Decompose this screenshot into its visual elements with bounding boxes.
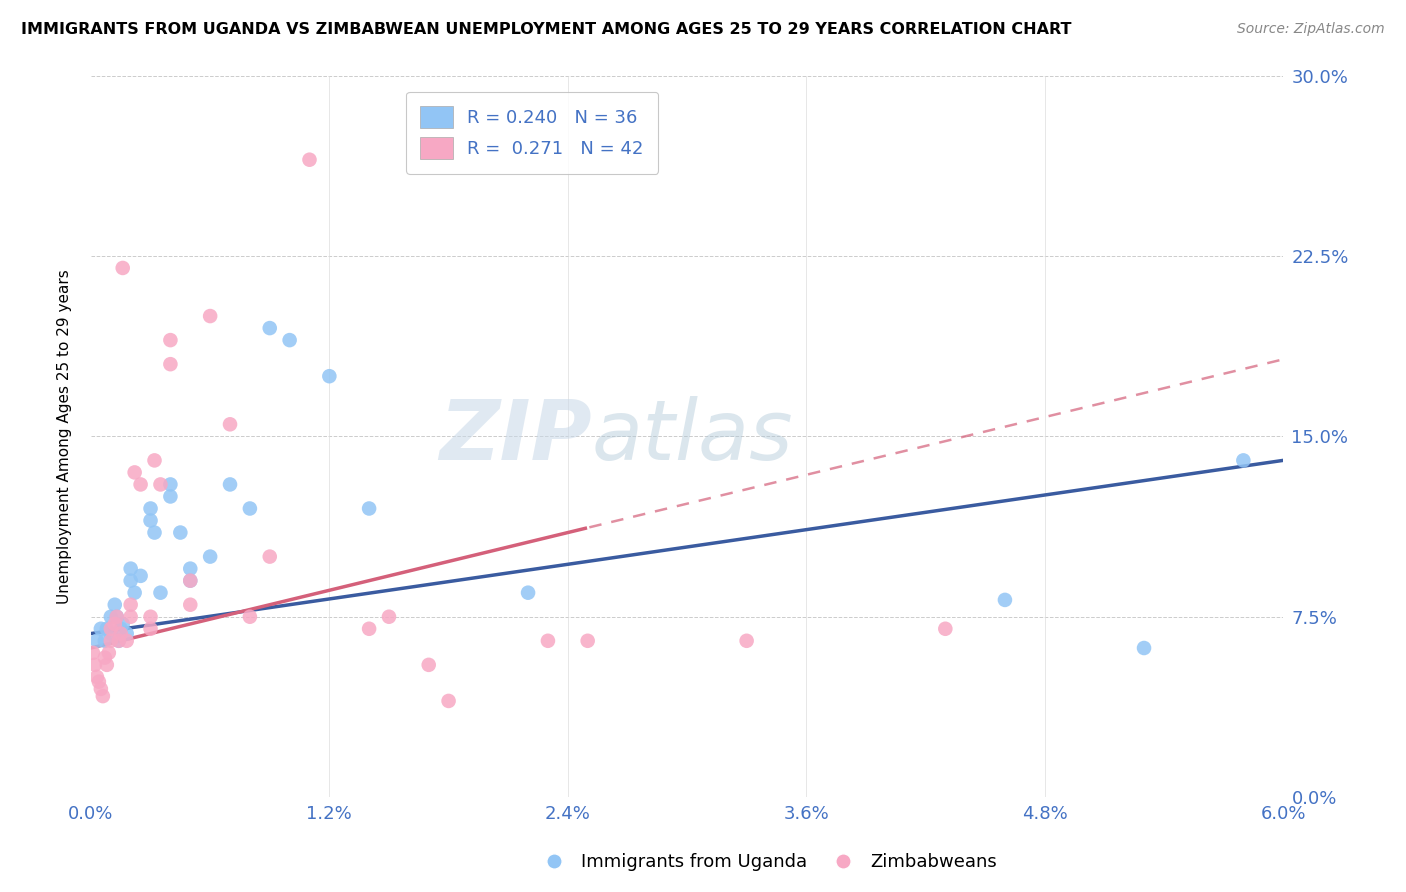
- Point: [90, 622, 112, 636]
- Point: [994, 593, 1017, 607]
- Point: [100, 626, 122, 640]
- Point: [735, 633, 758, 648]
- Point: [139, 609, 162, 624]
- Point: [149, 477, 172, 491]
- Point: [104, 617, 127, 632]
- Point: [198, 549, 221, 564]
- Point: [107, 633, 129, 648]
- Point: [129, 569, 152, 583]
- Point: [219, 477, 242, 491]
- Point: [83, 657, 105, 672]
- Point: [1232, 453, 1254, 467]
- Point: [159, 357, 181, 371]
- Point: [517, 585, 540, 599]
- Point: [378, 609, 401, 624]
- Point: [934, 622, 956, 636]
- Point: [159, 477, 181, 491]
- Point: [104, 598, 127, 612]
- Point: [298, 153, 321, 167]
- Point: [139, 501, 162, 516]
- Point: [111, 617, 134, 632]
- Point: [179, 561, 201, 575]
- Point: [110, 626, 132, 640]
- Point: [259, 549, 281, 564]
- Point: [124, 466, 146, 480]
- Point: [219, 417, 242, 432]
- Point: [124, 585, 146, 599]
- Point: [159, 333, 181, 347]
- Point: [94, 650, 117, 665]
- Point: [278, 333, 301, 347]
- Legend: Immigrants from Uganda, Zimbabweans: Immigrants from Uganda, Zimbabweans: [529, 847, 1004, 879]
- Point: [82, 646, 104, 660]
- Point: [239, 501, 262, 516]
- Point: [537, 633, 560, 648]
- Point: [359, 501, 381, 516]
- Point: [120, 598, 142, 612]
- Point: [107, 633, 129, 648]
- Point: [239, 609, 262, 624]
- Point: [169, 525, 191, 540]
- Point: [100, 609, 122, 624]
- Point: [418, 657, 440, 672]
- Point: [143, 453, 166, 467]
- Point: [96, 657, 118, 672]
- Point: [143, 525, 166, 540]
- Point: [259, 321, 281, 335]
- Point: [96, 622, 118, 636]
- Point: [115, 626, 138, 640]
- Text: ZIP: ZIP: [439, 396, 592, 477]
- Point: [91, 689, 114, 703]
- Point: [576, 633, 599, 648]
- Point: [120, 609, 142, 624]
- Y-axis label: Unemployment Among Ages 25 to 29 years: Unemployment Among Ages 25 to 29 years: [58, 269, 72, 604]
- Point: [139, 514, 162, 528]
- Point: [139, 622, 162, 636]
- Text: Source: ZipAtlas.com: Source: ZipAtlas.com: [1237, 22, 1385, 37]
- Legend: R = 0.240   N = 36, R =  0.271   N = 42: R = 0.240 N = 36, R = 0.271 N = 42: [406, 92, 658, 174]
- Point: [110, 622, 132, 636]
- Point: [318, 369, 340, 384]
- Point: [87, 674, 110, 689]
- Point: [97, 646, 120, 660]
- Point: [105, 609, 128, 624]
- Point: [179, 598, 201, 612]
- Point: [359, 622, 381, 636]
- Point: [86, 633, 108, 648]
- Point: [149, 585, 172, 599]
- Point: [179, 574, 201, 588]
- Point: [120, 574, 142, 588]
- Text: atlas: atlas: [592, 396, 793, 477]
- Point: [94, 633, 117, 648]
- Point: [198, 309, 221, 323]
- Point: [179, 574, 201, 588]
- Point: [437, 694, 460, 708]
- Point: [120, 561, 142, 575]
- Point: [90, 681, 112, 696]
- Point: [100, 622, 122, 636]
- Point: [129, 477, 152, 491]
- Point: [105, 609, 128, 624]
- Point: [100, 633, 122, 648]
- Point: [86, 670, 108, 684]
- Point: [159, 490, 181, 504]
- Text: IMMIGRANTS FROM UGANDA VS ZIMBABWEAN UNEMPLOYMENT AMONG AGES 25 TO 29 YEARS CORR: IMMIGRANTS FROM UGANDA VS ZIMBABWEAN UNE…: [21, 22, 1071, 37]
- Point: [1133, 640, 1156, 655]
- Point: [115, 633, 138, 648]
- Point: [111, 260, 134, 275]
